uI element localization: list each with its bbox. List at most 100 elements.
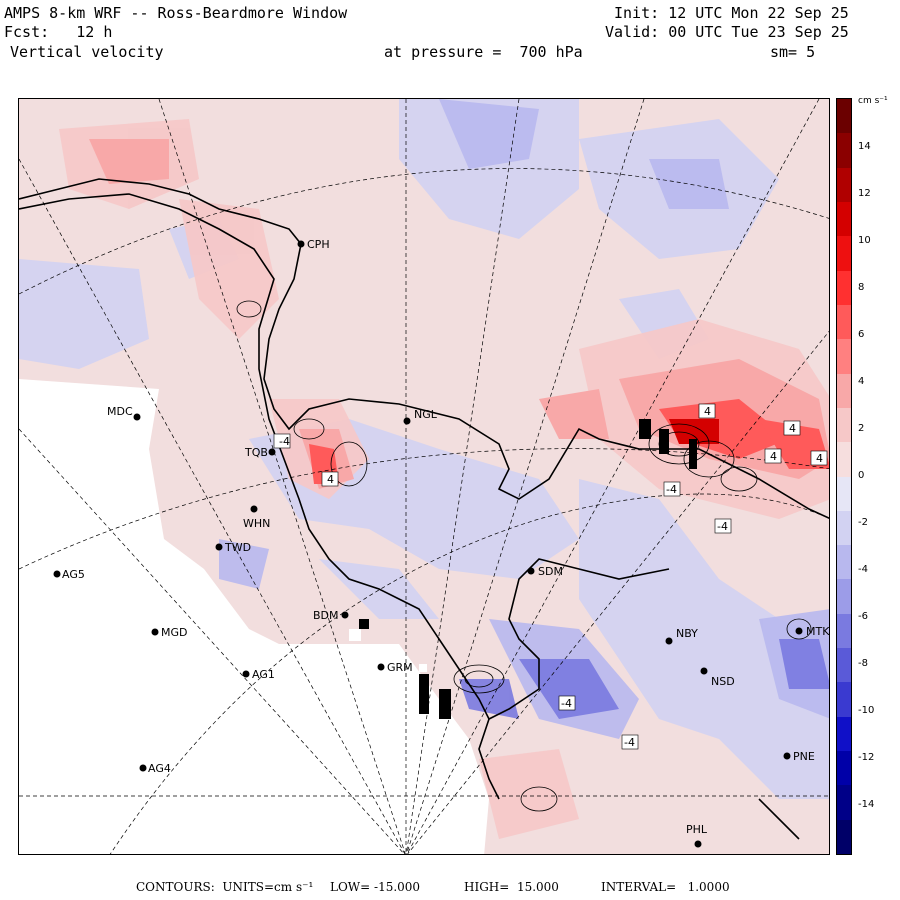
colorbar-segment — [837, 785, 851, 821]
title: AMPS 8-km WRF -- Ross-Beardmore Window — [4, 4, 348, 22]
pressure-level: at pressure = 700 hPa — [384, 43, 583, 61]
colorbar-tick-label: 10 — [858, 235, 871, 246]
colorbar-segment — [837, 339, 851, 375]
colorbar-tick-label: 2 — [858, 423, 865, 434]
colorbar-tick-label: -10 — [858, 705, 875, 716]
colorbar-segment — [837, 579, 851, 615]
station-label: NSD — [711, 675, 735, 688]
valid-time: Valid: 00 UTC Tue 23 Sep 25 — [605, 23, 849, 41]
colorbar-tick-label: -6 — [858, 611, 868, 622]
station-pne[interactable]: PNE — [783, 750, 815, 763]
station-label: MDC — [107, 405, 133, 418]
colorbar-tick-label: -8 — [858, 658, 868, 669]
footer-contours: CONTOURS: UNITS=cm s⁻¹ — [136, 880, 314, 894]
station-label: AG4 — [148, 762, 171, 775]
colorbar-segment — [837, 682, 851, 718]
station-cph[interactable]: CPH — [297, 238, 330, 251]
station-mtk[interactable]: MTK — [795, 625, 831, 638]
colorbar-segment — [837, 236, 851, 272]
colorbar-tick-label: 0 — [858, 470, 865, 481]
station-label: BDM — [313, 609, 339, 622]
colorbar-segment — [837, 304, 851, 340]
colorbar-segment — [837, 373, 851, 409]
station-sdm[interactable]: SDM — [527, 565, 563, 578]
station-ag4[interactable]: AG4 — [139, 762, 171, 775]
station-label: MTK — [806, 625, 830, 638]
station-bdm[interactable]: BDM — [313, 609, 349, 622]
station-label: TQB — [244, 446, 268, 459]
forecast-hour: Fcst: 12 h — [4, 23, 113, 41]
field-name: Vertical velocity — [10, 43, 164, 61]
station-label: PNE — [793, 750, 815, 763]
station-label: AG5 — [62, 568, 85, 581]
colorbar-segment — [837, 819, 851, 855]
map-panel[interactable]: -4 4 4 4 4 -4 -4 -4 4 -4 CPH MDC NGL TQB… — [18, 98, 830, 855]
colorbar — [836, 98, 852, 855]
contour-label-group: -4 4 4 4 4 -4 -4 -4 4 -4 — [273, 403, 828, 750]
colorbar-segment — [837, 648, 851, 683]
contour-label: -4 — [561, 697, 572, 710]
contour-label: 4 — [327, 473, 334, 486]
station-nby[interactable]: NBY — [665, 627, 699, 645]
colorbar-tick-label: 12 — [858, 188, 871, 199]
colorbar-tick-label: 14 — [858, 141, 871, 152]
colorbar-tick-label: -2 — [858, 517, 868, 528]
colorbar-segment — [837, 545, 851, 580]
footer-low: LOW= -15.000 — [330, 880, 421, 894]
colorbar-segment — [837, 99, 851, 134]
map-svg: -4 4 4 4 4 -4 -4 -4 4 -4 CPH MDC NGL TQB… — [19, 99, 831, 854]
colorbar-tick-label: 8 — [858, 282, 865, 293]
station-nsd[interactable]: NSD — [700, 667, 735, 689]
station-twd[interactable]: TWD — [215, 541, 252, 554]
colorbar-tick-label: -12 — [858, 752, 875, 763]
colorbar-segment — [837, 270, 851, 306]
station-tqb[interactable]: TQB — [244, 446, 276, 459]
station-label: NGL — [414, 408, 438, 421]
station-label: SDM — [538, 565, 563, 578]
colorbar-unit: cm s⁻¹ — [858, 96, 888, 106]
station-label: GRM — [387, 661, 413, 674]
colorbar-segment — [837, 167, 851, 203]
colorbar-segment — [837, 716, 851, 752]
station-mdc[interactable]: MDC — [107, 405, 141, 421]
station-ngl[interactable]: NGL — [403, 408, 438, 425]
contour-label: 4 — [789, 422, 796, 435]
smoothing: sm= 5 — [770, 43, 816, 61]
colorbar-segment — [837, 510, 851, 546]
colorbar-tick-label: 6 — [858, 329, 865, 340]
contour-label: -4 — [624, 736, 635, 749]
colorbar-segment — [837, 751, 851, 786]
colorbar-segment — [837, 442, 851, 477]
colorbar-segment — [837, 201, 851, 237]
colorbar-segment — [837, 407, 851, 443]
station-label: WHN — [243, 517, 270, 530]
colorbar-tick-label: 4 — [858, 376, 865, 387]
init-time: Init: 12 UTC Mon 22 Sep 25 — [614, 4, 849, 22]
station-whn[interactable]: WHN — [243, 505, 270, 531]
station-phl[interactable]: PHL — [686, 823, 708, 848]
colorbar-segment — [837, 133, 851, 169]
colorbar-tick-label: -4 — [858, 564, 868, 575]
station-label: CPH — [307, 238, 330, 251]
station-label: TWD — [224, 541, 251, 554]
station-grm[interactable]: GRM — [377, 661, 413, 674]
station-label: AG1 — [252, 668, 275, 681]
station-mgd[interactable]: MGD — [151, 626, 188, 639]
colorbar-segment — [837, 613, 851, 649]
contour-label: -4 — [666, 483, 677, 496]
contour-label: 4 — [816, 452, 823, 465]
colorbar-segment — [837, 476, 851, 512]
contour-label: 4 — [704, 405, 711, 418]
contour-label: -4 — [717, 520, 728, 533]
station-label: NBY — [676, 627, 698, 640]
station-label: MGD — [161, 626, 188, 639]
contour-label: 4 — [770, 450, 777, 463]
footer-interval: INTERVAL= 1.0000 — [601, 880, 730, 894]
station-ag1[interactable]: AG1 — [242, 668, 275, 681]
station-ag5[interactable]: AG5 — [53, 568, 85, 581]
footer-high: HIGH= 15.000 — [464, 880, 559, 894]
colorbar-tick-label: -14 — [858, 799, 875, 810]
station-label: PHL — [686, 823, 708, 836]
stations: CPH MDC NGL TQB WHN TWD AG5 SDM MGD BDM … — [53, 238, 831, 848]
contour-label: -4 — [279, 435, 290, 448]
